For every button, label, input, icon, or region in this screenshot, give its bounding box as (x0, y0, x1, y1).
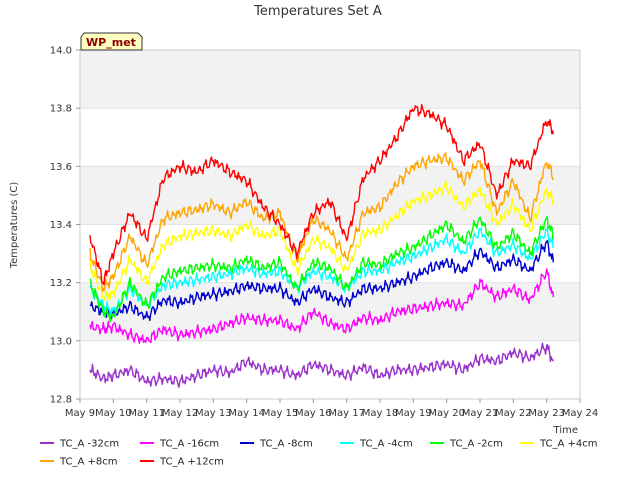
y-tick-label: 13.8 (50, 104, 72, 115)
series-line (89, 239, 554, 322)
series-line (89, 342, 554, 388)
x-tick-label: May 23 (528, 408, 565, 419)
x-tick-label: May 14 (228, 408, 265, 419)
legend-label: TC_A -2cm (449, 439, 503, 450)
y-tick-label: 14.0 (50, 46, 72, 57)
y-tick-label: 13.6 (50, 162, 72, 173)
series-line (89, 216, 554, 323)
legend-label: TC_A +4cm (539, 439, 598, 450)
x-tick-label: May 22 (495, 408, 532, 419)
legend-label: TC_A +8cm (59, 457, 118, 468)
legend-label: TC_A -8cm (259, 439, 313, 450)
x-axis-label: Time (553, 425, 578, 436)
legend-item: TC_A -2cm (430, 439, 503, 450)
annotation-text: WP_met (86, 36, 136, 49)
y-tick-label: 13.4 (50, 220, 72, 231)
legend-item: TC_A -4cm (340, 439, 413, 450)
x-tick-label: May 20 (428, 408, 465, 419)
x-tick-label: May 16 (295, 408, 332, 419)
legend-item: TC_A +8cm (40, 457, 118, 468)
x-tick-label: May 19 (395, 408, 432, 419)
x-tick-label: May 21 (462, 408, 499, 419)
x-tick-label: May 13 (195, 408, 232, 419)
y-tick-label: 13.0 (50, 336, 72, 347)
x-tick-label: May 18 (362, 408, 399, 419)
grid-band (80, 50, 580, 109)
y-tick-label: 12.8 (50, 395, 72, 406)
series-line (89, 268, 554, 344)
x-tick-label: May 17 (328, 408, 365, 419)
x-tick-label: May 15 (262, 408, 299, 419)
series-lines (89, 104, 554, 388)
x-tick-label: May 11 (128, 408, 165, 419)
x-tick-label: May 10 (95, 408, 132, 419)
series-line (89, 104, 554, 286)
y-tick-label: 13.2 (50, 278, 72, 289)
legend-item: TC_A +12cm (140, 457, 224, 468)
legend: TC_A -32cm TC_A -16cm TC_A -8cm TC_A -4cm TC… (40, 439, 598, 468)
series-line (89, 152, 554, 292)
annotation-badge: WP_met (80, 32, 143, 51)
series-line (89, 179, 554, 301)
x-tick-label: May 12 (162, 408, 199, 419)
x-tick-label: May 24 (562, 408, 599, 419)
y-tick-labels: 12.8 13.0 13.2 13.4 13.6 13.8 14.0 (50, 46, 80, 406)
y-axis-label: Temperatures (C) (9, 182, 20, 270)
legend-item: TC_A -8cm (240, 439, 313, 450)
legend-item: TC_A -32cm (40, 439, 119, 450)
legend-label: TC_A -4cm (359, 439, 413, 450)
legend-item: TC_A -16cm (140, 439, 219, 450)
chart-title: Temperatures Set A (253, 4, 382, 19)
series-line (89, 227, 554, 316)
legend-label: TC_A -16cm (159, 439, 219, 450)
legend-item: TC_A +4cm (520, 439, 598, 450)
x-tick-label: May 9 (65, 408, 95, 419)
legend-label: TC_A +12cm (159, 457, 224, 468)
legend-label: TC_A -32cm (59, 439, 119, 450)
